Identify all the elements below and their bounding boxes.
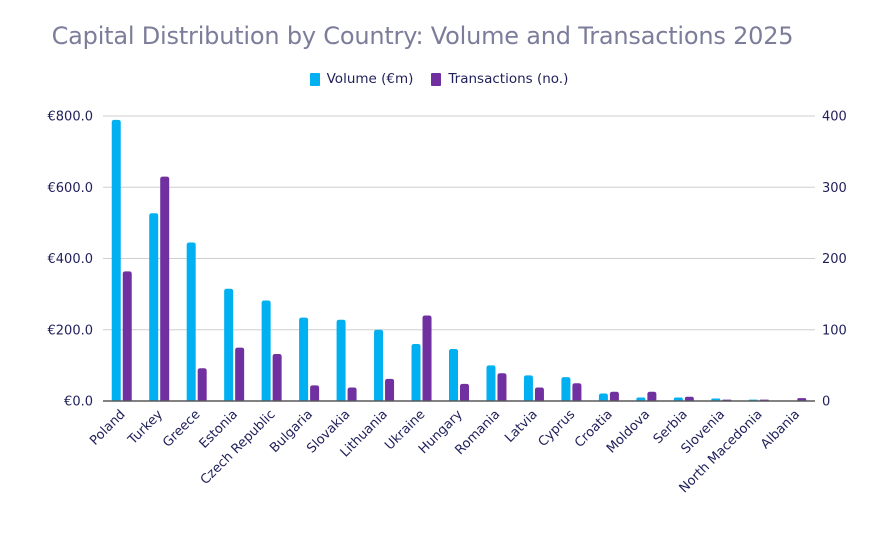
bar-transactions-ukraine[interactable] xyxy=(422,315,432,402)
bar-transactions-croatia[interactable] xyxy=(609,391,619,401)
legend-swatch-volume xyxy=(309,72,320,86)
y-tick-label-right: 200 xyxy=(822,252,847,267)
y-tick-label-right: 100 xyxy=(822,323,847,338)
bar-transactions-turkey[interactable] xyxy=(160,176,170,401)
bar-volume-moldova[interactable] xyxy=(636,397,646,401)
bar-transactions-hungary[interactable] xyxy=(460,383,469,401)
y-tick-label-right: 0 xyxy=(822,395,830,410)
bar-transactions-poland[interactable] xyxy=(122,271,132,401)
bar-transactions-lithuania[interactable] xyxy=(385,378,395,401)
x-tick-label: Albania xyxy=(758,407,803,452)
bar-transactions-latvia[interactable] xyxy=(534,387,544,401)
bar-transactions-bulgaria[interactable] xyxy=(310,385,320,401)
bar-volume-latvia[interactable] xyxy=(523,375,533,401)
chart-title: Capital Distribution by Country: Volume … xyxy=(51,22,794,50)
y-tick-label-right: 300 xyxy=(822,181,847,196)
bar-transactions-estonia[interactable] xyxy=(235,347,245,401)
bar-volume-bulgaria[interactable] xyxy=(299,317,309,401)
bar-transactions-cyprus[interactable] xyxy=(572,383,582,401)
x-tick-label: Poland xyxy=(87,407,128,448)
bar-volume-romania[interactable] xyxy=(486,365,496,401)
x-tick-label: Greece xyxy=(160,407,203,450)
legend-item-transactions[interactable]: Transactions (no.) xyxy=(431,71,568,87)
bar-volume-lithuania[interactable] xyxy=(374,329,384,401)
y-tick-label-left: €200.0 xyxy=(48,323,94,338)
bar-volume-poland[interactable] xyxy=(111,119,121,401)
bar-transactions-serbia[interactable] xyxy=(684,396,694,401)
bars xyxy=(111,119,807,402)
bar-volume-cyprus[interactable] xyxy=(561,377,571,401)
bar-volume-slovakia[interactable] xyxy=(336,319,346,401)
bar-transactions-greece[interactable] xyxy=(197,368,207,401)
legend-label-transactions: Transactions (no.) xyxy=(448,71,569,87)
y-tick-label-left: €0.0 xyxy=(64,395,93,410)
bar-volume-serbia[interactable] xyxy=(673,397,683,401)
bar-volume-greece[interactable] xyxy=(186,242,196,401)
legend-item-volume[interactable]: Volume (€m) xyxy=(309,71,414,87)
bar-volume-ukraine[interactable] xyxy=(411,344,421,401)
y-tick-label-left: €600.0 xyxy=(48,181,94,196)
bar-transactions-romania[interactable] xyxy=(497,373,507,401)
legend-swatch-transactions xyxy=(431,72,442,86)
bar-transactions-moldova[interactable] xyxy=(647,391,657,401)
x-tick-label: Turkey xyxy=(125,407,166,448)
bar-transactions-czech-republic[interactable] xyxy=(272,353,282,401)
legend: Volume (€m) Transactions (no.) xyxy=(0,71,878,87)
y-tick-label-left: €400.0 xyxy=(48,252,94,267)
legend-label-volume: Volume (€m) xyxy=(326,71,414,87)
y-tick-label-right: 400 xyxy=(822,110,847,125)
bar-volume-estonia[interactable] xyxy=(224,288,234,401)
y-tick-label-left: €800.0 xyxy=(48,110,94,125)
bar-volume-croatia[interactable] xyxy=(598,393,608,401)
gridlines xyxy=(103,115,815,331)
bar-volume-czech-republic[interactable] xyxy=(261,300,271,401)
bar-volume-turkey[interactable] xyxy=(149,213,159,401)
x-tick-label: Cyprus xyxy=(536,407,579,450)
bar-volume-hungary[interactable] xyxy=(449,348,458,401)
bar-transactions-slovakia[interactable] xyxy=(347,387,357,401)
